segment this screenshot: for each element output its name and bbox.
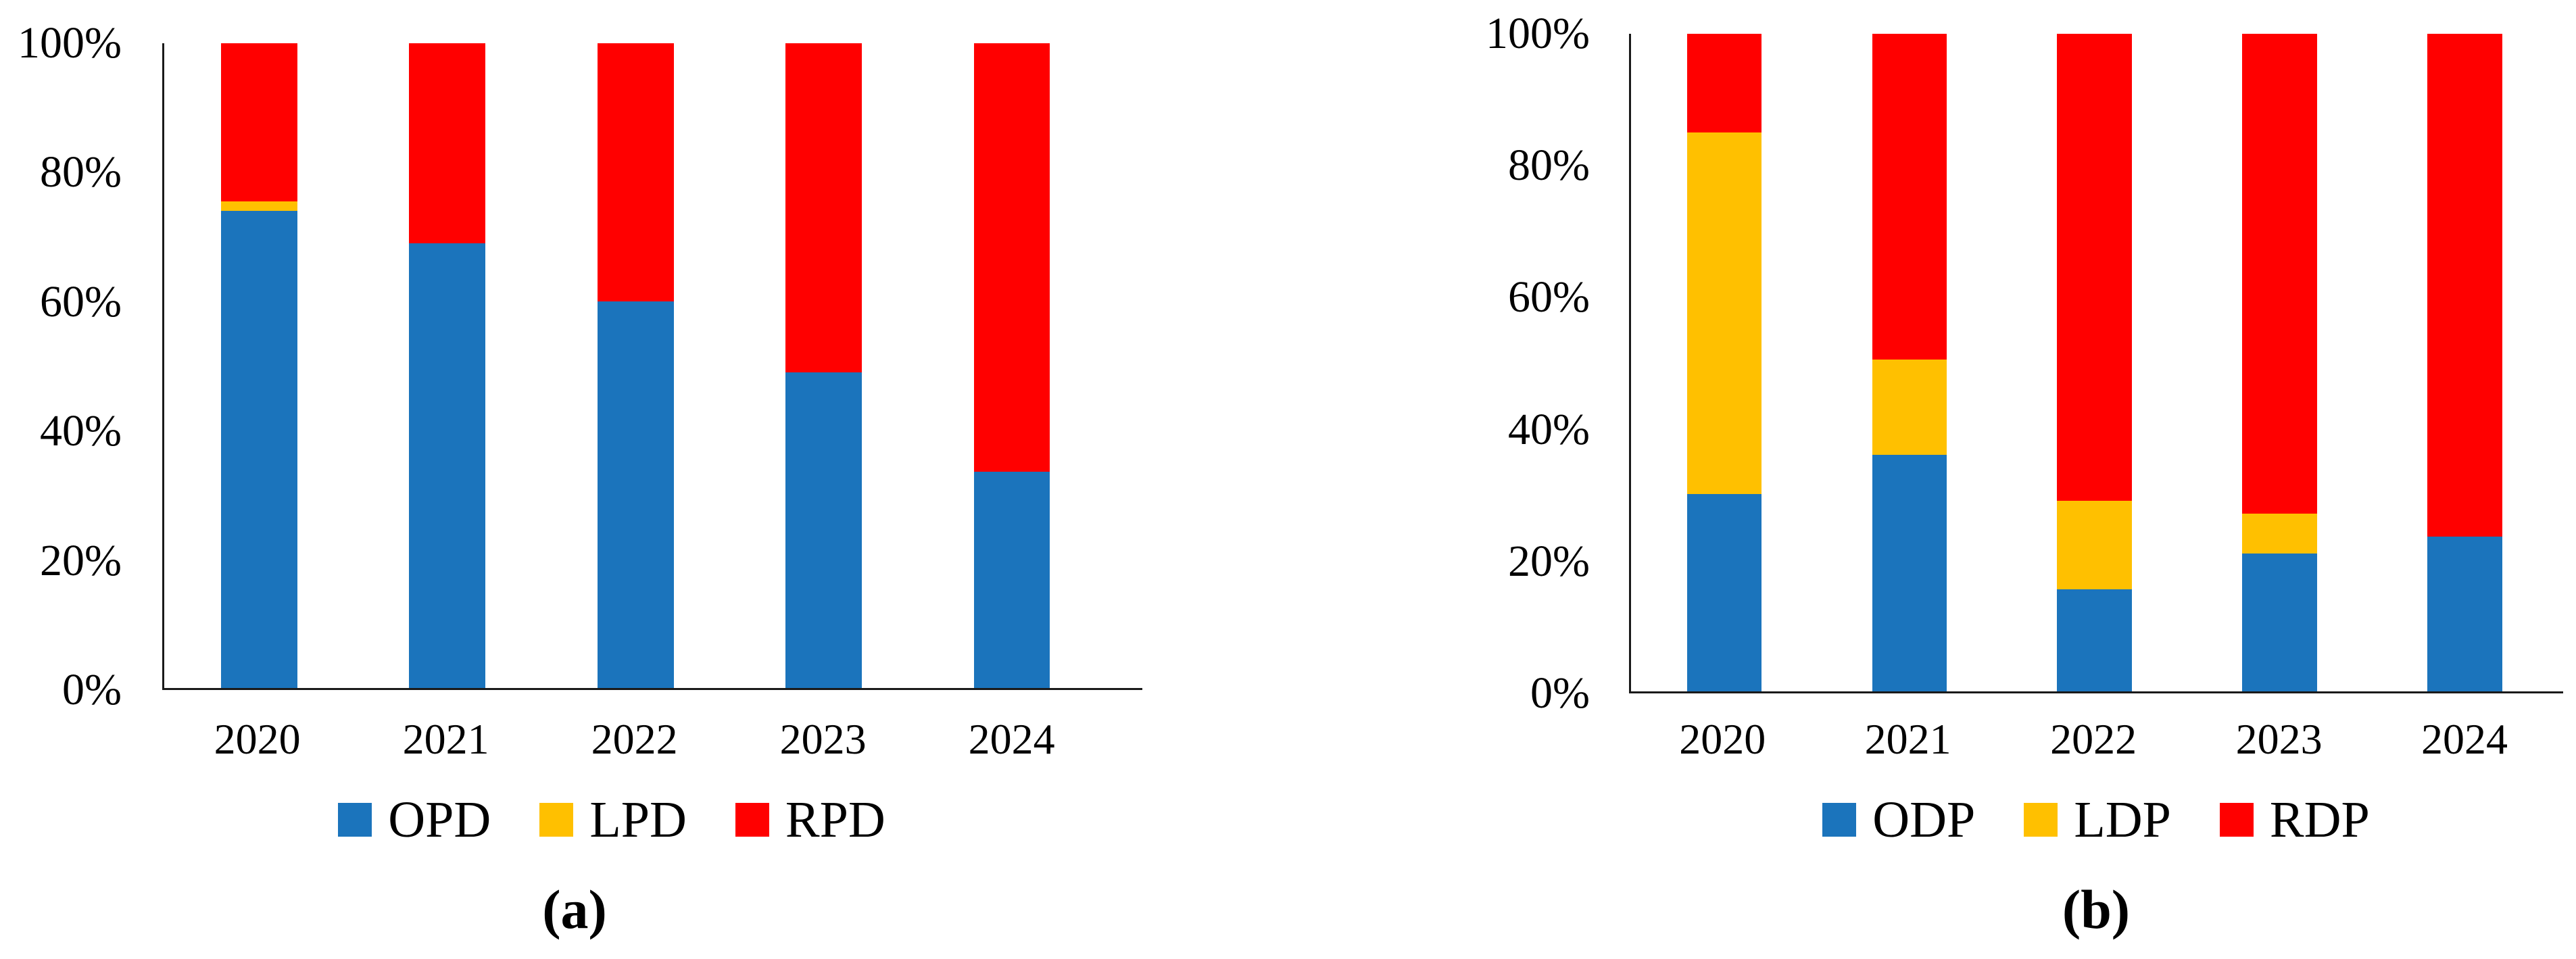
legend-b: ODP LDP RDP [1629, 794, 2563, 845]
y-axis-tick-labels-a: 0% 20% 40% 60% 80% 100% [0, 21, 122, 712]
legend-label: LPD [589, 791, 687, 848]
chart-panel-b: 0% 20% 40% 60% 80% 100% 2020 2021 2022 2023 2024 … [1284, 0, 2576, 959]
x-axis-label: 2020 [214, 715, 301, 763]
bar-2021-rdp-segment [1872, 34, 1947, 360]
bar-2021-rpd-segment [409, 43, 486, 243]
bar-2023 [785, 43, 862, 688]
plot-area-b [1629, 34, 2563, 693]
bar-2024-odp-segment [2427, 537, 2502, 691]
y-axis-tick-label: 20% [1508, 536, 1590, 586]
bars-container-a [164, 43, 1142, 688]
chart-panel-a: 0% 20% 40% 60% 80% 100% 2020 2021 2022 2023 2024 … [0, 0, 1284, 959]
y-axis-tick-label: 0% [1530, 668, 1590, 718]
bar-2023-opd-segment [785, 372, 862, 688]
x-axis-label: 2022 [591, 715, 678, 763]
bar-2021-ldp-segment [1872, 359, 1947, 455]
bar-2020-ldp-segment [1686, 132, 1762, 495]
y-axis-tick-label: 100% [18, 18, 122, 68]
caption-b: (b) [2062, 879, 2131, 940]
x-axis-label: 2021 [1864, 715, 1951, 763]
y-axis-tick-label: 40% [1508, 404, 1590, 454]
bar-2022-opd-segment [597, 301, 674, 688]
bar-2020-opd-segment [220, 211, 297, 688]
bar-2024-rdp-segment [2427, 34, 2502, 537]
legend-label: RPD [785, 791, 885, 848]
x-axis-label: 2024 [968, 715, 1055, 763]
bar-2022 [597, 43, 674, 688]
y-axis-tick-label: 80% [1508, 141, 1590, 191]
legend-swatch-opd [338, 803, 372, 837]
bar-2023-rpd-segment [785, 43, 862, 372]
bar-2020-odp-segment [1686, 494, 1762, 691]
legend-item-odp: ODP [1822, 794, 1975, 845]
bar-2024 [2427, 34, 2502, 691]
bar-2022-odp-segment [2057, 589, 2132, 691]
y-axis-tick-label: 100% [1486, 9, 1590, 58]
bar-2024 [973, 43, 1050, 688]
bar-2020-rpd-segment [220, 43, 297, 201]
legend-item-opd: OPD [338, 794, 491, 845]
bar-2023-rdp-segment [2242, 34, 2317, 514]
bar-2023-odp-segment [2242, 553, 2317, 691]
bar-2023 [2242, 34, 2317, 691]
bar-2022 [2057, 34, 2132, 691]
legend-swatch-ldp [2024, 803, 2058, 837]
legend-swatch-lpd [539, 803, 574, 837]
bar-2020 [1686, 34, 1762, 691]
x-axis-label: 2022 [2050, 715, 2137, 763]
x-axis-label: 2021 [402, 715, 489, 763]
legend-item-rdp: RDP [2219, 791, 2370, 848]
y-axis-tick-label: 20% [40, 535, 122, 585]
legend-label: ODP [1872, 791, 1976, 848]
bar-2021 [1872, 34, 1947, 691]
y-axis-tick-label: 40% [40, 406, 122, 456]
legend-label: LDP [2074, 791, 2171, 848]
y-axis-tick-label: 80% [40, 147, 122, 197]
x-axis-label: 2023 [2235, 715, 2323, 763]
bar-2022-rpd-segment [597, 43, 674, 301]
y-axis-tick-labels-b: 0% 20% 40% 60% 80% 100% [1325, 11, 1590, 716]
bar-2021 [409, 43, 486, 688]
legend-a: OPD LPD RPD [122, 794, 1102, 845]
bar-2021-odp-segment [1872, 454, 1947, 691]
bar-2023-ldp-segment [2242, 514, 2317, 554]
x-axis-label: 2024 [2421, 715, 2508, 763]
y-axis-tick-label: 60% [1508, 272, 1590, 322]
bar-2024-opd-segment [973, 472, 1050, 688]
legend-swatch-odp [1822, 803, 1857, 837]
bar-2020-rdp-segment [1686, 34, 1762, 132]
x-axis-labels-b: 2020 2021 2022 2023 2024 [1629, 718, 2563, 765]
legend-label: OPD [388, 791, 491, 848]
bar-2021-opd-segment [409, 243, 486, 688]
bar-2020 [220, 43, 297, 688]
legend-swatch-rdp [2219, 803, 2254, 837]
legend-label: RDP [2269, 791, 2370, 848]
legend-item-lpd: LPD [539, 794, 687, 845]
x-axis-label: 2020 [1679, 715, 1766, 763]
x-axis-label: 2023 [779, 715, 867, 763]
bar-2022-ldp-segment [2057, 500, 2132, 590]
plot-area-a [162, 43, 1142, 690]
caption-a: (a) [542, 879, 607, 940]
bar-2024-rpd-segment [973, 43, 1050, 472]
y-axis-tick-label: 0% [62, 665, 122, 714]
legend-item-ldp: LDP [2024, 794, 2171, 845]
y-axis-tick-label: 60% [40, 276, 122, 326]
legend-swatch-rpd [735, 803, 769, 837]
bar-2020-lpd-segment [220, 201, 297, 212]
x-axis-labels-a: 2020 2021 2022 2023 2024 [162, 718, 1142, 765]
legend-item-rpd: RPD [735, 794, 885, 845]
bar-2022-rdp-segment [2057, 34, 2132, 501]
bars-container-b [1631, 34, 2563, 691]
